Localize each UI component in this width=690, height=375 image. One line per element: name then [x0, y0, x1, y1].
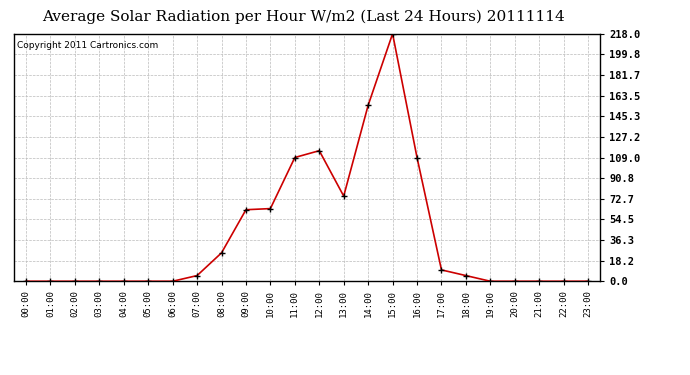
Text: Copyright 2011 Cartronics.com: Copyright 2011 Cartronics.com	[17, 41, 158, 50]
Text: Average Solar Radiation per Hour W/m2 (Last 24 Hours) 20111114: Average Solar Radiation per Hour W/m2 (L…	[42, 9, 565, 24]
